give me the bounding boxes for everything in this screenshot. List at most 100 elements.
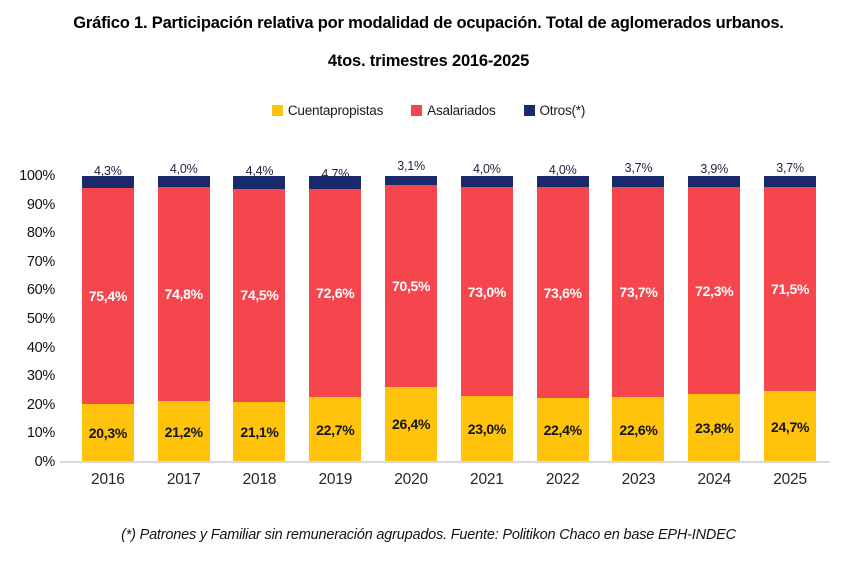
legend: Cuentapropistas Asalariados Otros(*): [0, 103, 857, 118]
plot-area: 20,3% 75,4% 4,3% 21,2% 74,8% 4,0% 21,1% 74,5% 4,…: [70, 159, 828, 462]
x-axis-label-2025: 2025: [773, 471, 807, 488]
bar-segment-otros: [764, 176, 817, 187]
x-axis-label-2017: 2017: [166, 471, 201, 488]
bar-value-label-asalariados: 72,3%: [695, 282, 734, 299]
bar-value-label-otros: 4,0%: [548, 163, 577, 177]
bar-value-label-cuentapropistas: 21,1%: [240, 423, 279, 440]
bar-value-label-asalariados: 72,6%: [316, 285, 355, 302]
bar-segment-cuentapropistas: 24,7%: [764, 391, 817, 462]
legend-swatch-otros: [523, 105, 535, 116]
bar-value-label-asalariados: 74,5%: [240, 287, 279, 304]
bar-value-label-otros: 3,9%: [700, 162, 729, 176]
bar-column-2023: 22,6% 73,7% 3,7%: [601, 161, 677, 462]
bar-value-label-otros: 3,1%: [397, 159, 425, 173]
x-axis-label-2023: 2023: [621, 471, 656, 488]
bar-segment-cuentapropistas: 26,4%: [385, 386, 438, 462]
bar-column-2019: 22,7% 72,6% 4,7%: [297, 167, 373, 462]
chart-title-line1: Gráfico 1. Participación relativa por mo…: [73, 14, 784, 32]
bar-column-2016: 20,3% 75,4% 4,3%: [70, 164, 146, 462]
y-axis-tick-label: 10%: [26, 425, 55, 442]
bar-value-label-otros: 3,7%: [624, 161, 653, 175]
bar-value-label-otros: 4,4%: [245, 164, 274, 178]
stacked-bar: 22,6% 73,7% 3,7%: [612, 161, 665, 462]
legend-label-asalariados: Asalariados: [427, 103, 496, 118]
stacked-bar: 20,3% 75,4% 4,3%: [81, 164, 134, 462]
bar-segment-asalariados: 75,4%: [81, 188, 134, 404]
bar-segment-otros: [233, 176, 286, 189]
stacked-bar: 23,0% 73,0% 4,0%: [460, 162, 513, 462]
y-axis-tick-label: 0%: [34, 454, 56, 470]
bar-segment-otros: [612, 176, 665, 187]
bar-segment-cuentapropistas: 22,4%: [536, 397, 589, 462]
y-axis-tick-label: 100%: [19, 168, 55, 184]
bar-segment-asalariados: 74,5%: [233, 188, 286, 402]
bar-value-label-asalariados: 71,5%: [770, 281, 810, 298]
bar-value-label-cuentapropistas: 20,3%: [88, 424, 128, 441]
y-axis-tick-label: 40%: [26, 339, 55, 356]
x-axis-label-2024: 2024: [697, 471, 732, 488]
x-axis-label-2022: 2022: [545, 471, 580, 488]
x-axis-label-2020: 2020: [394, 471, 428, 488]
x-axis-label-2018: 2018: [242, 471, 277, 488]
legend-swatch-asalariados: [411, 105, 423, 116]
bar-segment-cuentapropistas: 23,8%: [688, 393, 741, 462]
y-axis-tick-label: 50%: [26, 311, 55, 327]
bar-value-label-asalariados: 74,8%: [164, 286, 204, 303]
x-axis: 2016 2017 2018 2019 2020 2021 2022 2023 2024 2025: [70, 471, 828, 489]
bar-value-label-otros: 3,7%: [776, 161, 804, 175]
bar-value-label-asalariados: 75,4%: [88, 288, 128, 305]
bar-column-2020: 26,4% 70,5% 3,1%: [373, 159, 449, 462]
legend-item-asalariados: Asalariados: [411, 103, 496, 118]
bar-segment-otros: [309, 176, 362, 190]
bar-value-label-otros: 4,0%: [473, 162, 501, 176]
y-axis-tick-label: 30%: [26, 368, 55, 385]
footnote: (*) Patrones y Familiar sin remuneración…: [121, 527, 736, 543]
stacked-bar: 21,1% 74,5% 4,4%: [233, 164, 286, 462]
bar-value-label-cuentapropistas: 21,2%: [164, 423, 204, 440]
x-axis-label-2021: 2021: [470, 471, 504, 488]
bar-value-label-cuentapropistas: 23,8%: [695, 419, 734, 436]
y-axis-tick-label: 70%: [26, 253, 55, 270]
bar-segment-otros: [688, 176, 741, 188]
legend-item-cuentapropistas: Cuentapropistas: [271, 103, 384, 118]
bar-column-2022: 22,4% 73,6% 4,0%: [525, 163, 601, 462]
legend-swatch-cuentapropistas: [271, 105, 283, 116]
x-axis-line: [60, 461, 830, 463]
legend-label-otros: Otros(*): [539, 103, 586, 118]
bar-segment-otros: [385, 176, 438, 185]
bar-segment-asalariados: 73,0%: [460, 187, 513, 397]
bar-segment-otros: [157, 176, 210, 188]
bar-segment-otros: [536, 176, 589, 188]
bar-column-2025: 24,7% 71,5% 3,7%: [752, 161, 828, 462]
bar-segment-asalariados: 74,8%: [157, 187, 210, 402]
bar-value-label-otros: 4,3%: [94, 164, 122, 178]
chart-title-line2: 4tos. trimestres 2016-2025: [327, 52, 530, 70]
bar-segment-cuentapropistas: 23,0%: [460, 396, 513, 462]
x-axis-label-2019: 2019: [318, 471, 353, 488]
legend-label-cuentapropistas: Cuentapropistas: [287, 103, 384, 118]
bar-segment-asalariados: 72,6%: [309, 189, 362, 398]
stacked-bar: 26,4% 70,5% 3,1%: [385, 159, 438, 462]
bar-segment-asalariados: 73,7%: [612, 186, 665, 398]
bar-value-label-cuentapropistas: 26,4%: [391, 416, 431, 433]
bar-value-label-asalariados: 73,7%: [619, 283, 658, 300]
bar-value-label-cuentapropistas: 22,7%: [316, 421, 355, 438]
bar-value-label-otros: 4,0%: [169, 162, 198, 176]
bar-segment-asalariados: 72,3%: [688, 187, 741, 394]
stacked-bar: 22,7% 72,6% 4,7%: [309, 167, 362, 462]
bar-segment-cuentapropistas: 22,7%: [309, 397, 362, 462]
bar-segment-asalariados: 73,6%: [536, 187, 589, 398]
y-axis-tick-label: 80%: [26, 225, 55, 242]
bar-column-2018: 21,1% 74,5% 4,4%: [222, 164, 298, 462]
bar-value-label-cuentapropistas: 22,6%: [619, 421, 658, 438]
y-axis-tick-label: 20%: [26, 396, 55, 413]
bar-column-2021: 23,0% 73,0% 4,0%: [449, 162, 525, 462]
bar-value-label-cuentapropistas: 24,7%: [770, 418, 810, 435]
bar-segment-otros: [81, 176, 134, 189]
bar-segment-cuentapropistas: 22,6%: [612, 397, 665, 462]
stacked-bar: 24,7% 71,5% 3,7%: [764, 161, 817, 462]
bar-value-label-asalariados: 73,0%: [467, 283, 507, 300]
y-axis-tick-label: 90%: [26, 196, 55, 213]
bar-segment-cuentapropistas: 21,2%: [157, 401, 210, 462]
bar-value-label-asalariados: 70,5%: [391, 277, 431, 294]
